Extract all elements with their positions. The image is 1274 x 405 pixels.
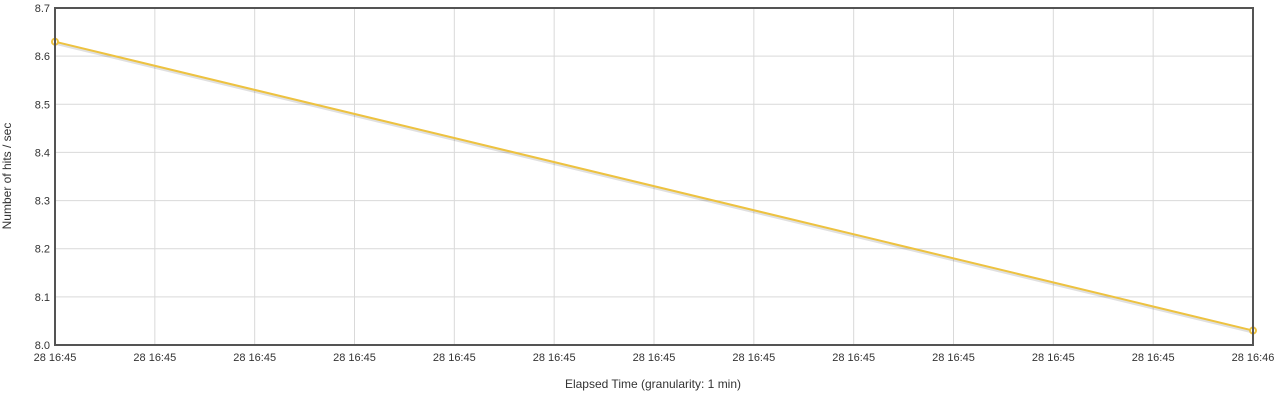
- x-tick-label: 28 16:45: [732, 352, 775, 364]
- x-tick-label: 28 16:45: [433, 352, 476, 364]
- x-tick-label: 28 16:45: [333, 352, 376, 364]
- y-axis-ticks: 8.0 8.1 8.2 8.3 8.4 8.5 8.6 8.7: [35, 3, 50, 352]
- x-tick-label: 28 16:45: [34, 352, 77, 364]
- y-tick-label: 8.4: [35, 147, 50, 159]
- x-tick-label: 28 16:45: [1132, 352, 1175, 364]
- y-tick-label: 8.7: [35, 3, 50, 15]
- x-tick-label: 28 16:45: [233, 352, 276, 364]
- y-tick-label: 8.5: [35, 99, 50, 111]
- x-tick-label: 28 16:45: [1032, 352, 1075, 364]
- x-tick-label: 28 16:45: [633, 352, 676, 364]
- grid: [54, 7, 1254, 346]
- y-tick-label: 8.0: [35, 340, 50, 352]
- y-axis-title: Number of hits / sec: [0, 123, 14, 230]
- y-tick-label: 8.2: [35, 244, 50, 256]
- y-tick-label: 8.6: [35, 51, 50, 63]
- x-axis-ticks: 28 16:45 28 16:45 28 16:45 28 16:45 28 16:45…: [34, 352, 1274, 364]
- x-tick-label: 28 16:45: [133, 352, 176, 364]
- series-line: [54, 40, 1254, 332]
- plot-frame: [54, 7, 1254, 346]
- y-tick-label: 8.1: [35, 292, 50, 304]
- y-tick-label: 8.3: [35, 196, 50, 208]
- x-tick-label: 28 16:45: [533, 352, 576, 364]
- x-tick-label: 28 16:45: [832, 352, 875, 364]
- x-axis-title: Elapsed Time (granularity: 1 min): [565, 377, 741, 391]
- x-tick-label: 28 16:46: [1232, 352, 1274, 364]
- x-tick-label: 28 16:45: [932, 352, 975, 364]
- series-line-shadow: [54, 41, 1254, 334]
